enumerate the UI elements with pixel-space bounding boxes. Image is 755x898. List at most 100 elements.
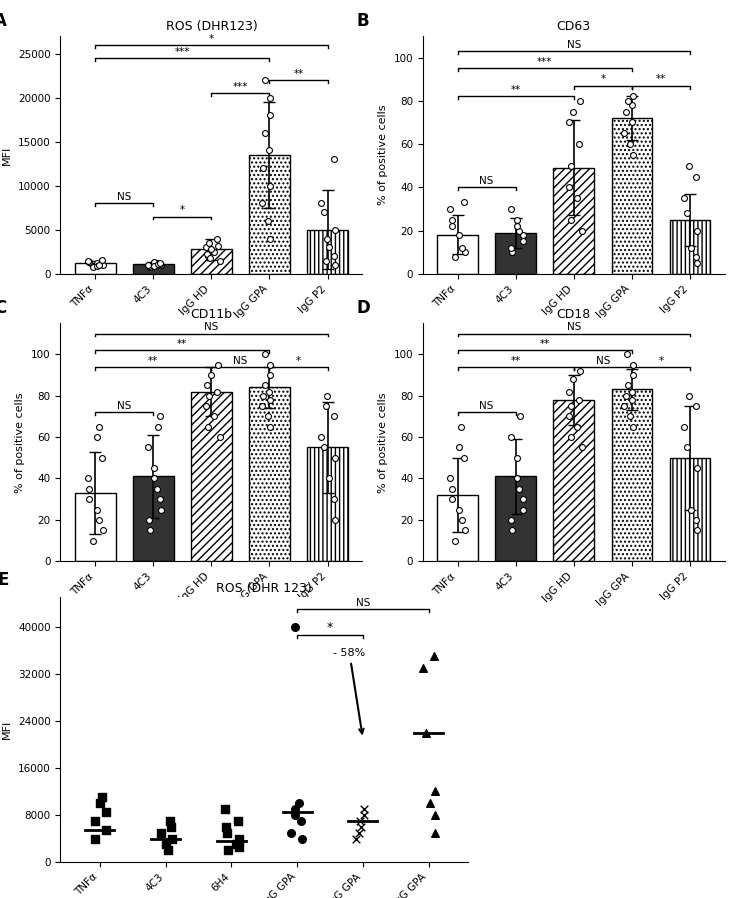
Point [82, 253, 94, 268]
Point [149, 471, 161, 486]
Point [159, 837, 171, 851]
Point [148, 461, 160, 475]
Point [624, 409, 636, 424]
Point [262, 409, 274, 424]
Point [201, 378, 213, 392]
Point [222, 843, 234, 858]
Text: NS: NS [117, 401, 131, 411]
Point [152, 257, 164, 271]
Point [575, 93, 587, 108]
Point [214, 430, 226, 445]
Point [449, 250, 461, 264]
Point [692, 256, 704, 270]
Point [571, 191, 583, 206]
Point [220, 820, 232, 834]
Point [573, 136, 585, 151]
Point [504, 202, 516, 216]
Point [200, 241, 212, 255]
Point [505, 513, 517, 527]
Point [627, 89, 639, 103]
Text: ***: *** [537, 57, 553, 67]
Point [626, 98, 638, 112]
Point [683, 159, 695, 173]
Point [453, 228, 465, 242]
Point [220, 825, 233, 840]
Point [618, 126, 630, 140]
Text: ***: *** [233, 82, 248, 92]
Point [576, 224, 588, 238]
Point [149, 255, 161, 269]
Point [627, 419, 639, 434]
Point [506, 523, 518, 537]
Text: *: * [327, 621, 333, 634]
Point [358, 802, 370, 816]
Point [562, 409, 575, 424]
Point [328, 249, 340, 263]
Point [565, 430, 577, 445]
Text: E: E [0, 571, 8, 589]
Point [453, 440, 465, 454]
Point [202, 249, 214, 263]
Point [218, 802, 230, 816]
Point [203, 251, 215, 265]
Point [510, 213, 522, 227]
Point [517, 234, 529, 249]
Text: NS: NS [233, 356, 248, 365]
Point [100, 805, 112, 819]
Point [511, 219, 523, 233]
Point [82, 471, 94, 486]
Point [678, 191, 690, 206]
Point [624, 136, 636, 151]
Bar [495, 233, 536, 274]
Point [233, 841, 245, 855]
Point [211, 232, 223, 246]
Point [154, 492, 166, 506]
Point [155, 258, 167, 272]
Text: NS: NS [596, 356, 610, 365]
Point [162, 843, 174, 858]
Bar [191, 392, 232, 561]
Point [455, 419, 467, 434]
Point [626, 384, 638, 399]
Text: B: B [356, 13, 369, 31]
Bar [612, 119, 652, 274]
Point [89, 832, 101, 846]
Point [456, 513, 468, 527]
Point [453, 502, 465, 516]
Point [83, 492, 95, 506]
Point [87, 533, 99, 548]
Point [690, 399, 702, 413]
Bar [249, 155, 290, 274]
Point [211, 384, 223, 399]
Point [571, 419, 583, 434]
Point [319, 440, 331, 454]
Point [154, 256, 166, 270]
Text: *: * [209, 33, 214, 43]
Point [458, 451, 470, 465]
Point [87, 260, 99, 274]
Point [329, 513, 341, 527]
Point [328, 492, 340, 506]
Point [681, 207, 693, 221]
Point [208, 409, 220, 424]
Point [620, 104, 632, 119]
Bar [670, 458, 710, 561]
Point [259, 348, 271, 362]
Text: NS: NS [479, 176, 494, 186]
Point [420, 726, 432, 740]
Point [83, 255, 95, 269]
Point [165, 820, 177, 834]
Point [565, 399, 578, 413]
Text: A: A [0, 13, 7, 31]
Point [200, 399, 212, 413]
Point [460, 245, 472, 260]
Bar [75, 263, 116, 274]
Point [358, 808, 370, 823]
Point [232, 814, 244, 828]
Point [233, 832, 245, 846]
Point [264, 179, 276, 193]
Point [576, 440, 588, 454]
Point [143, 260, 156, 274]
Point [212, 357, 224, 372]
Point [289, 808, 301, 823]
